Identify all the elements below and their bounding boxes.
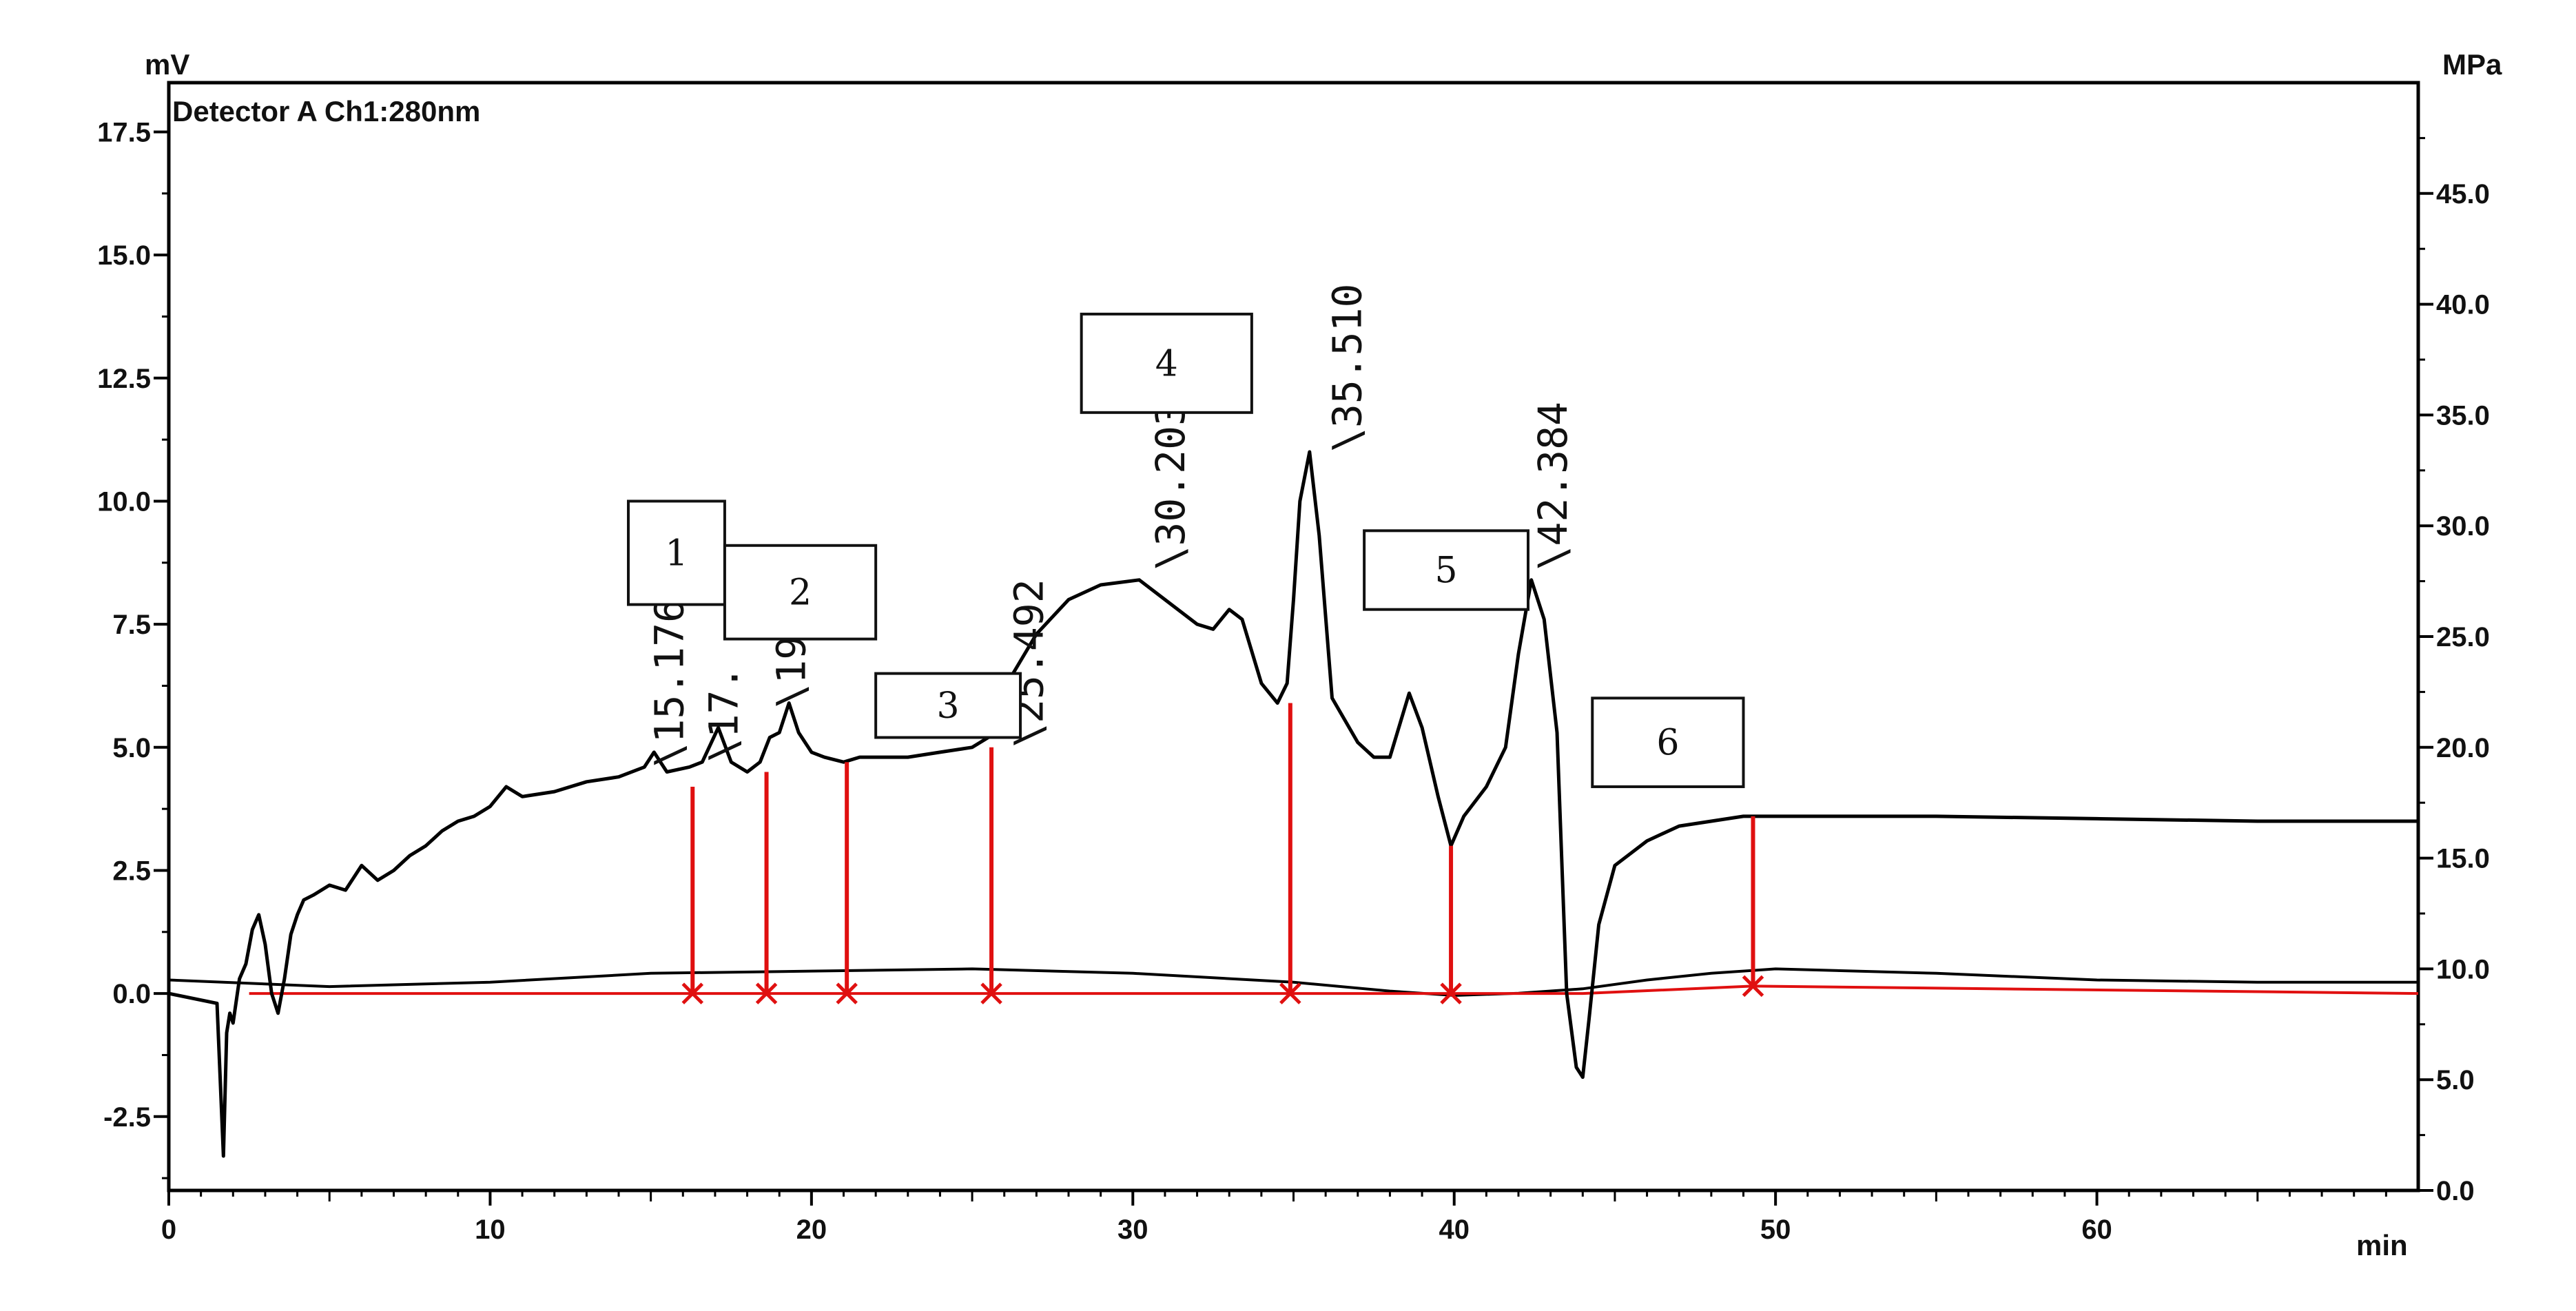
peak-marker xyxy=(980,982,1002,1004)
x-tick-label: 50 xyxy=(1760,1215,1791,1245)
x-axis-unit: min xyxy=(2356,1229,2408,1261)
region-box xyxy=(1080,312,1253,414)
left-y-tick-label: 5.0 xyxy=(112,733,151,763)
region-box xyxy=(1363,529,1529,611)
x-tick-label: 0 xyxy=(161,1215,176,1245)
x-tick-label: 60 xyxy=(2081,1215,2112,1245)
peak-retention-label: \19 xyxy=(768,636,815,708)
peak-retention-label: \30.203 xyxy=(1147,402,1194,570)
left-axis-unit: mV xyxy=(145,48,189,81)
left-y-tick-label: -2.5 xyxy=(103,1102,151,1133)
peak-marker xyxy=(755,982,778,1004)
region-box xyxy=(1591,696,1745,788)
left-y-tick-label: 15.0 xyxy=(97,240,151,271)
region-label: 1 xyxy=(665,533,688,575)
right-y-tick-label: 25.0 xyxy=(2436,622,2490,652)
left-y-tick-label: 17.5 xyxy=(97,117,151,147)
peak-marker xyxy=(1440,982,1462,1004)
right-y-tick-label: 5.0 xyxy=(2436,1065,2475,1095)
series-layer xyxy=(168,450,2419,1158)
left-y-tick-label: 10.0 xyxy=(97,486,151,517)
right-y-tick-label: 30.0 xyxy=(2436,511,2490,541)
right-y-tick-label: 35.0 xyxy=(2436,400,2490,431)
detector-label: Detector A Ch1:280nm xyxy=(172,95,480,127)
left-y-tick-label: 12.5 xyxy=(97,364,151,394)
region-label: 2 xyxy=(789,572,812,614)
detector-signal-trace xyxy=(168,450,2418,1158)
peak-marker xyxy=(1742,975,1764,998)
x-tick-label: 10 xyxy=(475,1215,506,1245)
peak-retention-label: \42.384 xyxy=(1529,402,1576,570)
left-y-tick-label: 0.0 xyxy=(112,979,151,1009)
region-box xyxy=(874,672,1022,739)
region-label: 4 xyxy=(1155,343,1178,384)
annotation-layer: \15.176 \17. \19 \25.492\30.203\35.510\42.3… xyxy=(626,284,1745,788)
x-axis: 0 10 20 30 40 50 60 xyxy=(161,1190,2387,1245)
peak-retention-label: \17. xyxy=(701,666,748,763)
right-y-axis: 0.0 5.0 10.0 15.0 20.0 25.0 30.0 35.0 40.0 45.0 xyxy=(2418,136,2490,1206)
peak-marker xyxy=(681,982,704,1004)
left-y-axis: -2.5 0.0 2.5 5.0 7.5 10.0 12.5 15.0 17.5 xyxy=(97,117,169,1179)
peak-retention-label: \35.510 xyxy=(1324,284,1371,452)
left-y-tick-label: 7.5 xyxy=(112,610,151,640)
right-y-tick-label: 40.0 xyxy=(2436,290,2490,320)
left-y-tick-label: 2.5 xyxy=(112,856,151,886)
x-tick-label: 40 xyxy=(1439,1215,1470,1245)
region-label: 6 xyxy=(1656,723,1679,764)
integration-baseline xyxy=(249,984,2419,995)
right-y-tick-label: 20.0 xyxy=(2436,733,2490,763)
region-box xyxy=(723,544,878,641)
region-label: 3 xyxy=(937,685,960,727)
x-tick-label: 20 xyxy=(796,1215,827,1245)
region-box xyxy=(626,499,726,606)
region-label: 5 xyxy=(1435,550,1458,592)
right-y-tick-label: 45.0 xyxy=(2436,179,2490,209)
x-tick-label: 30 xyxy=(1117,1215,1148,1245)
peak-retention-label: \15.176 xyxy=(646,599,692,767)
peak-marker xyxy=(836,982,858,1004)
right-y-tick-label: 15.0 xyxy=(2436,844,2490,874)
right-axis-unit: MPa xyxy=(2442,48,2502,81)
peak-marker xyxy=(1279,982,1301,1004)
right-y-tick-label: 10.0 xyxy=(2436,954,2490,984)
right-y-tick-label: 0.0 xyxy=(2436,1176,2475,1206)
